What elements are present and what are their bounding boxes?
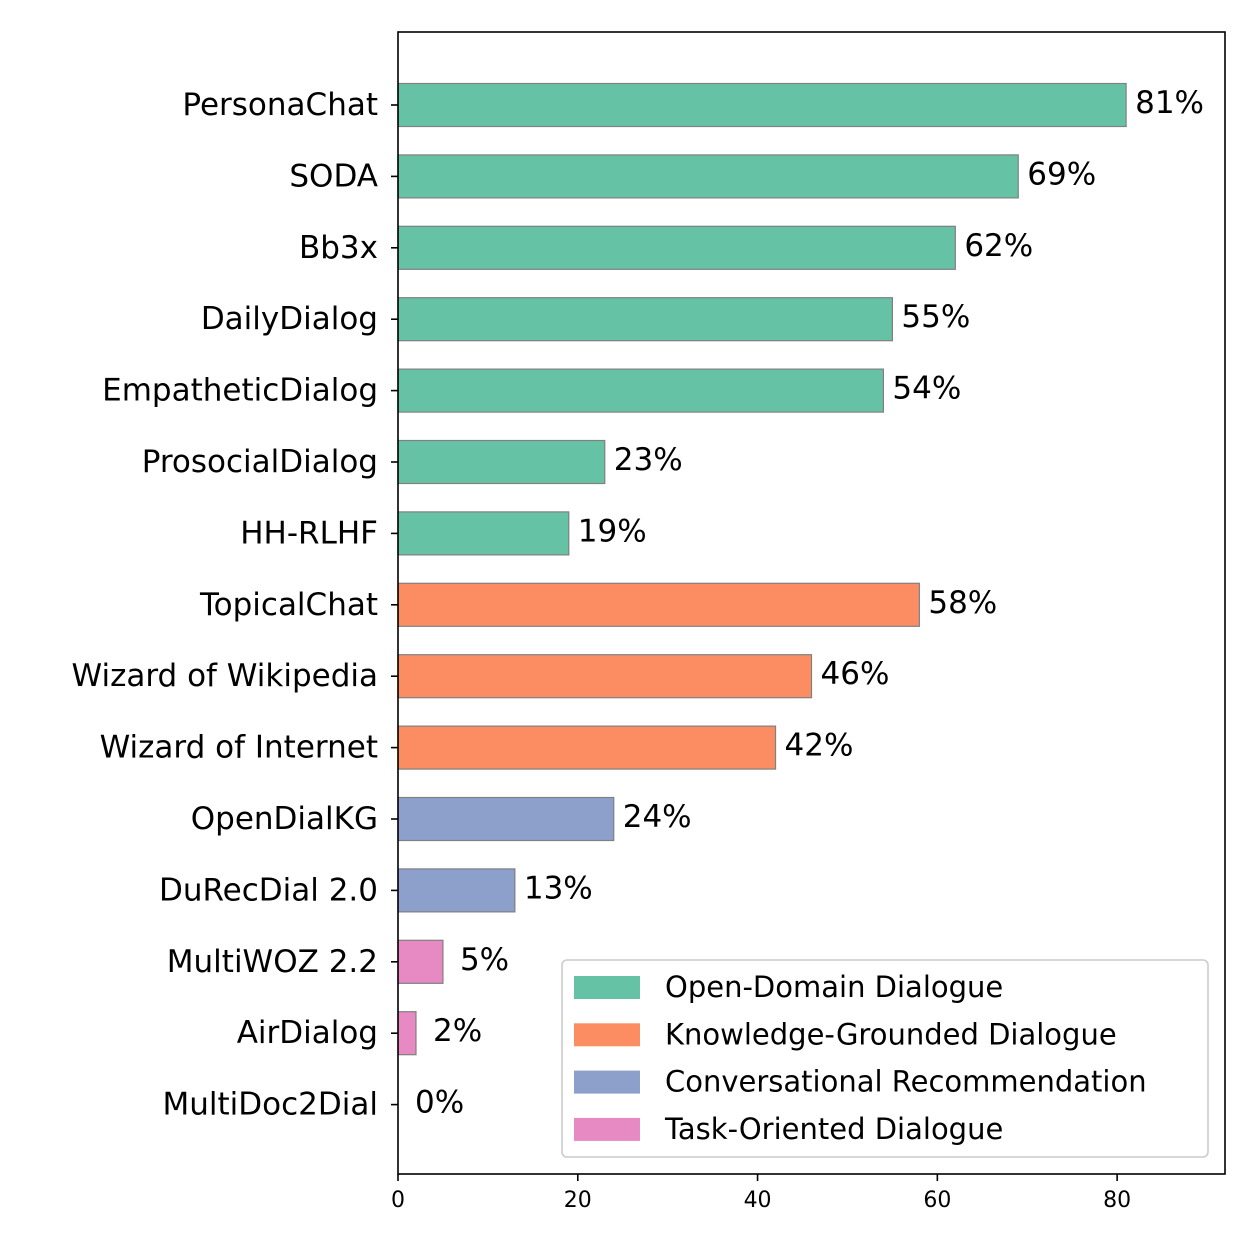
legend-swatch bbox=[574, 1070, 640, 1094]
bar bbox=[397, 368, 885, 413]
x-tick-label: 20 bbox=[564, 1188, 592, 1213]
value-label: 2% bbox=[433, 1013, 482, 1049]
category-label: ProsocialDialog bbox=[142, 444, 378, 480]
x-axis: 0 20 40 60 80 bbox=[391, 1174, 1131, 1213]
category-label: OpenDialKG bbox=[191, 801, 378, 837]
value-label: 54% bbox=[892, 371, 961, 407]
bar bbox=[397, 154, 1019, 199]
legend-label: Open-Domain Dialogue bbox=[665, 970, 1003, 1004]
value-label: 42% bbox=[785, 728, 854, 764]
bar bbox=[397, 582, 920, 627]
value-label: 24% bbox=[623, 799, 692, 835]
category-label: MultiDoc2Dial bbox=[163, 1087, 378, 1123]
value-label: 58% bbox=[928, 585, 997, 621]
value-label: 62% bbox=[964, 228, 1033, 264]
legend-swatch bbox=[574, 976, 640, 999]
bar bbox=[397, 725, 777, 770]
category-label: SODA bbox=[289, 158, 378, 194]
legend-swatch bbox=[574, 1023, 640, 1047]
value-label: 19% bbox=[578, 513, 647, 549]
category-labels: PersonaChat SODA Bb3x DailyDialog Empathetic… bbox=[71, 87, 398, 1123]
bar bbox=[397, 868, 516, 913]
x-tick-label: 60 bbox=[923, 1188, 951, 1213]
legend-label: Conversational Recommendation bbox=[665, 1065, 1147, 1099]
value-label: 55% bbox=[901, 299, 970, 335]
value-labels: 81% 69% 62% 55% 54% 23% 19% 58% 46% 42% 24% 13% 5% 2%… bbox=[415, 85, 1204, 1121]
value-label: 46% bbox=[821, 656, 890, 692]
x-tick-label: 80 bbox=[1103, 1188, 1131, 1213]
bar bbox=[397, 511, 570, 556]
category-label: PersonaChat bbox=[182, 87, 378, 123]
category-label: Wizard of Internet bbox=[100, 730, 378, 766]
category-label: EmpatheticDialog bbox=[102, 373, 378, 409]
legend: Open-Domain Dialogue Knowledge-Grounded D… bbox=[561, 959, 1209, 1158]
legend-label: Task-Oriented Dialogue bbox=[664, 1112, 1003, 1146]
value-label: 13% bbox=[524, 870, 593, 906]
legend-label: Knowledge-Grounded Dialogue bbox=[665, 1017, 1117, 1051]
bar bbox=[397, 1011, 417, 1056]
plot-frame bbox=[397, 31, 1226, 1175]
category-label: TopicalChat bbox=[199, 587, 378, 623]
bar bbox=[397, 939, 444, 984]
category-label: DuRecDial 2.0 bbox=[159, 872, 378, 908]
bars-layer bbox=[397, 82, 1127, 1056]
x-tick-label: 0 bbox=[391, 1188, 405, 1213]
legend-swatch bbox=[574, 1117, 640, 1141]
x-tick-label: 40 bbox=[744, 1188, 772, 1213]
value-label: 69% bbox=[1027, 156, 1096, 192]
legend-box bbox=[561, 959, 1209, 1158]
category-label: DailyDialog bbox=[201, 301, 378, 337]
bar bbox=[397, 796, 615, 842]
value-label: 81% bbox=[1135, 85, 1204, 121]
bar bbox=[397, 654, 813, 699]
value-label: 23% bbox=[614, 442, 683, 478]
value-label: 0% bbox=[415, 1085, 464, 1121]
bar bbox=[397, 82, 1127, 128]
bar bbox=[397, 439, 606, 485]
category-label: HH-RLHF bbox=[240, 515, 378, 551]
category-label: AirDialog bbox=[237, 1015, 378, 1051]
bar bbox=[397, 225, 956, 270]
category-label: Wizard of Wikipedia bbox=[71, 658, 378, 694]
bar bbox=[397, 297, 894, 342]
category-label: Bb3x bbox=[299, 230, 378, 266]
category-label: MultiWOZ 2.2 bbox=[167, 944, 378, 980]
value-label: 5% bbox=[460, 942, 509, 978]
